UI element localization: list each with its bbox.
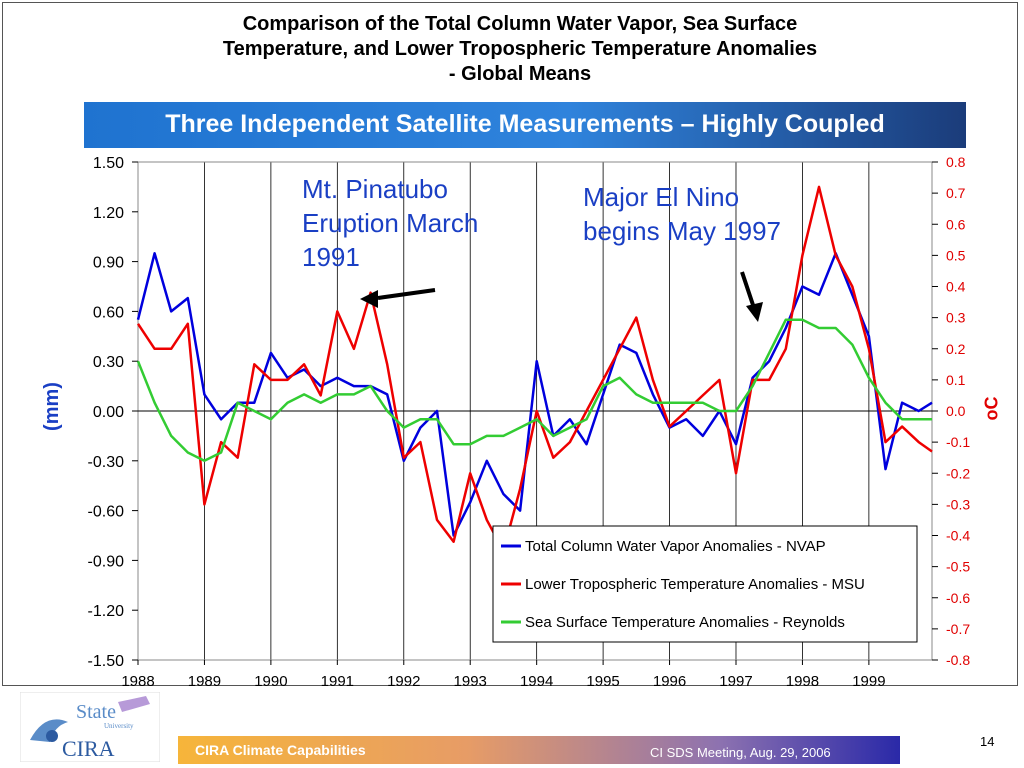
x-tick-label: 1995: [586, 673, 619, 690]
cira-logo: State University CIRA: [20, 692, 160, 762]
x-tick-label: 1999: [852, 673, 885, 690]
subtitle-banner: [84, 102, 966, 148]
y-tick-label: -0.90: [88, 553, 125, 570]
chart-legend: Total Column Water Vapor Anomalies - NVA…: [492, 525, 918, 643]
y2-tick-label: -0.3: [946, 496, 970, 512]
y-axis-label: (mm): [40, 382, 63, 431]
logo-small-text: University: [104, 722, 134, 730]
annotation-pinatubo: Mt. Pinatubo Eruption March 1991: [302, 174, 479, 272]
legend-entry: Lower Tropospheric Temperature Anomalies…: [525, 576, 865, 593]
logo-bottom-text: CIRA: [62, 736, 115, 761]
annotation-elnino: Major El Nino begins May 1997: [583, 182, 782, 246]
y2-tick-label: -0.6: [946, 590, 970, 606]
y2-tick-label: 0.0: [946, 403, 966, 419]
x-tick-label: 1988: [121, 673, 154, 690]
x-tick-label: 1992: [387, 673, 420, 690]
chart-title: Comparison of the Total Column Water Vap…: [100, 12, 940, 87]
y-tick-label: 1.50: [93, 155, 124, 172]
y2-tick-label: 0.5: [946, 247, 966, 263]
legend-entry: Total Column Water Vapor Anomalies - NVA…: [525, 538, 826, 555]
y2-tick-label: 0.3: [946, 310, 966, 326]
y-tick-label: -0.60: [88, 504, 125, 521]
legend-entry: Sea Surface Temperature Anomalies - Reyn…: [525, 614, 845, 631]
y-tick-label: -1.50: [88, 653, 125, 670]
footer-left-text: CIRA Climate Capabilities: [195, 742, 366, 758]
subtitle: Three Independent Satellite Measurements…: [165, 110, 885, 138]
chart-axes: 1988 1989 1990 1991 1992 1993 1994 1995 1996 1997…: [88, 154, 971, 690]
elnino-arrow-head: [746, 302, 763, 322]
series-line-msu: [136, 185, 933, 553]
x-tick-label: 1996: [653, 673, 686, 690]
y2-tick-label: -0.4: [946, 528, 970, 544]
y2-tick-label: -0.8: [946, 652, 970, 668]
y-tick-label: -1.20: [88, 603, 125, 620]
y2-tick-label: 0.2: [946, 341, 966, 357]
y-tick-label: 0.00: [93, 404, 124, 421]
y-tick-label: 1.20: [93, 205, 124, 222]
y-tick-label: 0.90: [93, 255, 124, 272]
logo-top-text: State: [76, 701, 116, 723]
x-tick-label: 1994: [520, 673, 553, 690]
pinatubo-arrow-shaft: [377, 288, 436, 300]
x-tick-label: 1993: [454, 673, 487, 690]
y2-tick-label: -0.2: [946, 465, 970, 481]
title-line-3: - Global Means: [448, 63, 592, 85]
page-number: 14: [980, 734, 995, 749]
y-tick-label: 0.60: [93, 304, 124, 321]
y2-tick-label: -0.1: [946, 434, 970, 450]
x-tick-label: 1989: [188, 673, 221, 690]
pinatubo-arrow-head: [360, 290, 378, 308]
y2-tick-label: -0.5: [946, 559, 970, 575]
y-tick-label: 0.30: [93, 354, 124, 371]
title-line-2: Temperature, and Lower Tropospheric Temp…: [222, 38, 818, 60]
footer-right-text: CI SDS Meeting, Aug. 29, 2006: [650, 745, 831, 760]
x-tick-label: 1998: [786, 673, 819, 690]
elnino-arrow-shaft: [740, 271, 756, 309]
y2-tick-label: 0.1: [946, 372, 966, 388]
slide-frame: [2, 2, 1018, 686]
x-tick-label: 1997: [719, 673, 752, 690]
legend-box: [492, 525, 918, 643]
footer-bar: [178, 736, 900, 764]
annotation-arrows: [360, 271, 763, 322]
x-tick-label: 1991: [321, 673, 354, 690]
y2-axis-label: oC: [981, 396, 1002, 421]
series-line-nvap: [136, 252, 933, 537]
y2-tick-label: 0.4: [946, 279, 966, 295]
y2-tick-label: 0.6: [946, 216, 966, 232]
x-tick-label: 1990: [254, 673, 287, 690]
y-tick-label: -0.30: [88, 454, 125, 471]
y2-tick-label: -0.7: [946, 621, 970, 637]
chart-series: [136, 185, 933, 553]
y2-tick-label: 0.7: [946, 185, 966, 201]
title-line-1: Comparison of the Total Column Water Vap…: [242, 13, 798, 35]
series-line-reynolds: [136, 318, 932, 463]
y2-tick-label: 0.8: [946, 154, 966, 170]
